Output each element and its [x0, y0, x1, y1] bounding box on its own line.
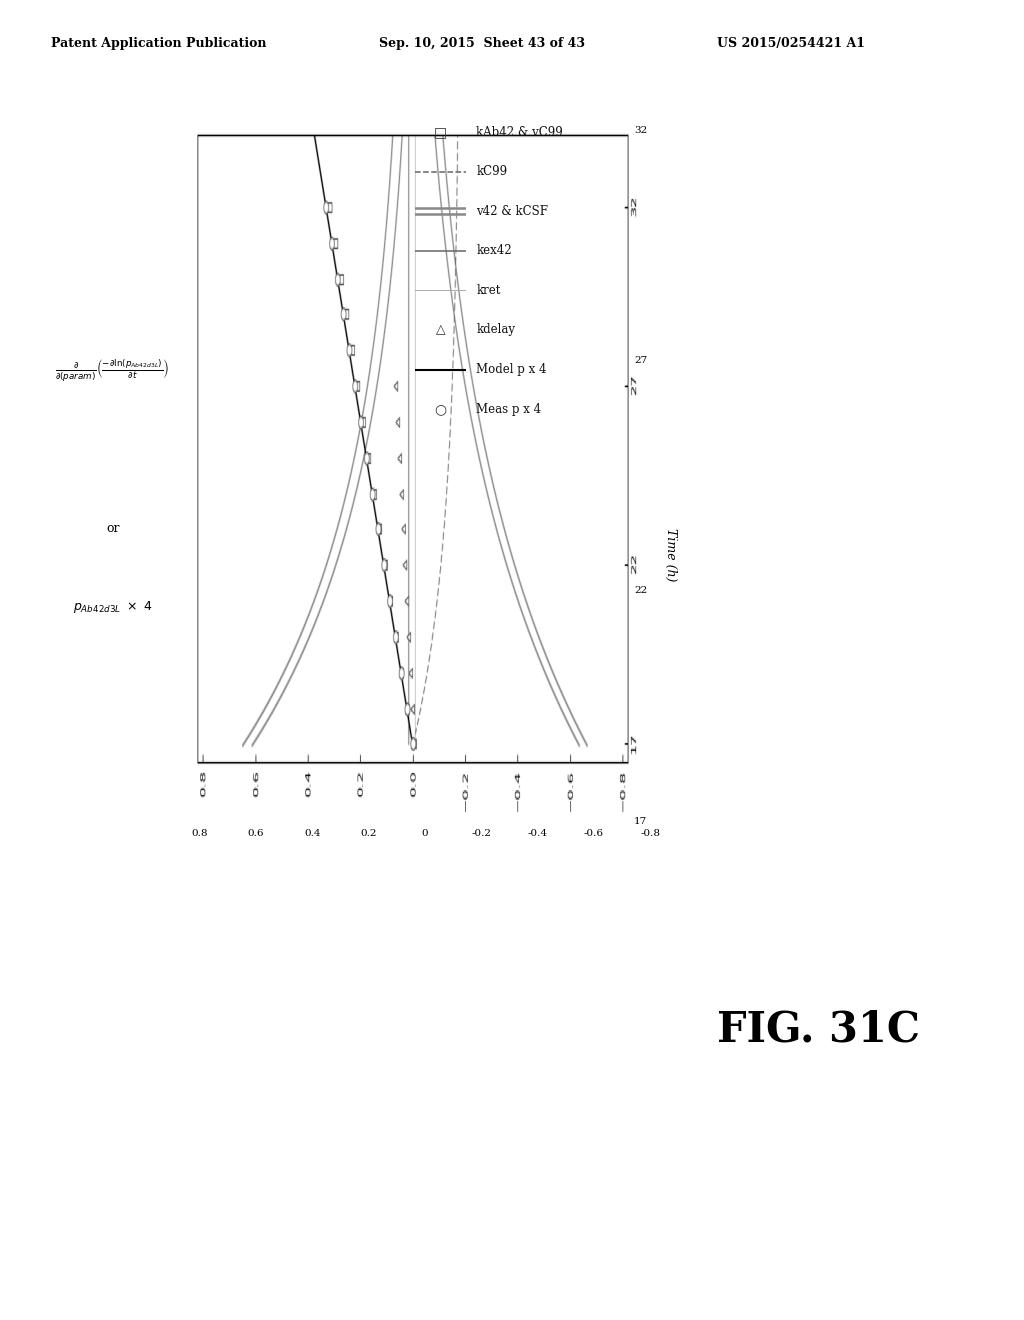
Text: -0.8: -0.8: [640, 829, 660, 838]
Text: 0: 0: [422, 829, 428, 838]
Text: kdelay: kdelay: [476, 323, 515, 337]
Text: US 2015/0254421 A1: US 2015/0254421 A1: [717, 37, 865, 50]
Text: or: or: [105, 521, 120, 535]
Text: $\frac{\partial}{\partial(param)}\left(\frac{-\partial\ln(p_{Ab42d3L})}{\partial: $\frac{\partial}{\partial(param)}\left(\…: [55, 356, 170, 383]
Text: ○: ○: [434, 403, 446, 416]
Text: 32: 32: [634, 127, 647, 135]
Text: 27: 27: [634, 356, 647, 366]
Text: kret: kret: [476, 284, 501, 297]
Text: 0.4: 0.4: [304, 829, 321, 838]
Text: Model p x 4: Model p x 4: [476, 363, 547, 376]
Text: 0.6: 0.6: [248, 829, 264, 838]
Text: Sep. 10, 2015  Sheet 43 of 43: Sep. 10, 2015 Sheet 43 of 43: [379, 37, 585, 50]
Text: $p_{Ab42d3L}\ \times\ 4$: $p_{Ab42d3L}\ \times\ 4$: [73, 599, 153, 615]
Text: □: □: [434, 125, 446, 139]
Text: 0.8: 0.8: [191, 829, 208, 838]
Text: 0.2: 0.2: [360, 829, 377, 838]
Text: Meas p x 4: Meas p x 4: [476, 403, 542, 416]
Text: △: △: [435, 323, 445, 337]
Text: Time (h): Time (h): [665, 528, 677, 581]
Text: -0.6: -0.6: [584, 829, 604, 838]
Text: Patent Application Publication: Patent Application Publication: [51, 37, 266, 50]
Text: -0.2: -0.2: [471, 829, 492, 838]
Text: kC99: kC99: [476, 165, 507, 178]
Text: v42 & kCSF: v42 & kCSF: [476, 205, 548, 218]
Text: -0.4: -0.4: [527, 829, 548, 838]
Text: kex42: kex42: [476, 244, 512, 257]
Text: 22: 22: [634, 586, 647, 595]
Text: FIG. 31C: FIG. 31C: [717, 1008, 920, 1051]
Text: 17: 17: [634, 817, 647, 825]
Text: kAb42 & vC99: kAb42 & vC99: [476, 125, 563, 139]
